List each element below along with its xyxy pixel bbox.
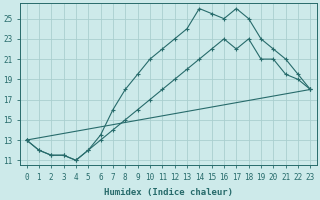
X-axis label: Humidex (Indice chaleur): Humidex (Indice chaleur) xyxy=(104,188,233,197)
